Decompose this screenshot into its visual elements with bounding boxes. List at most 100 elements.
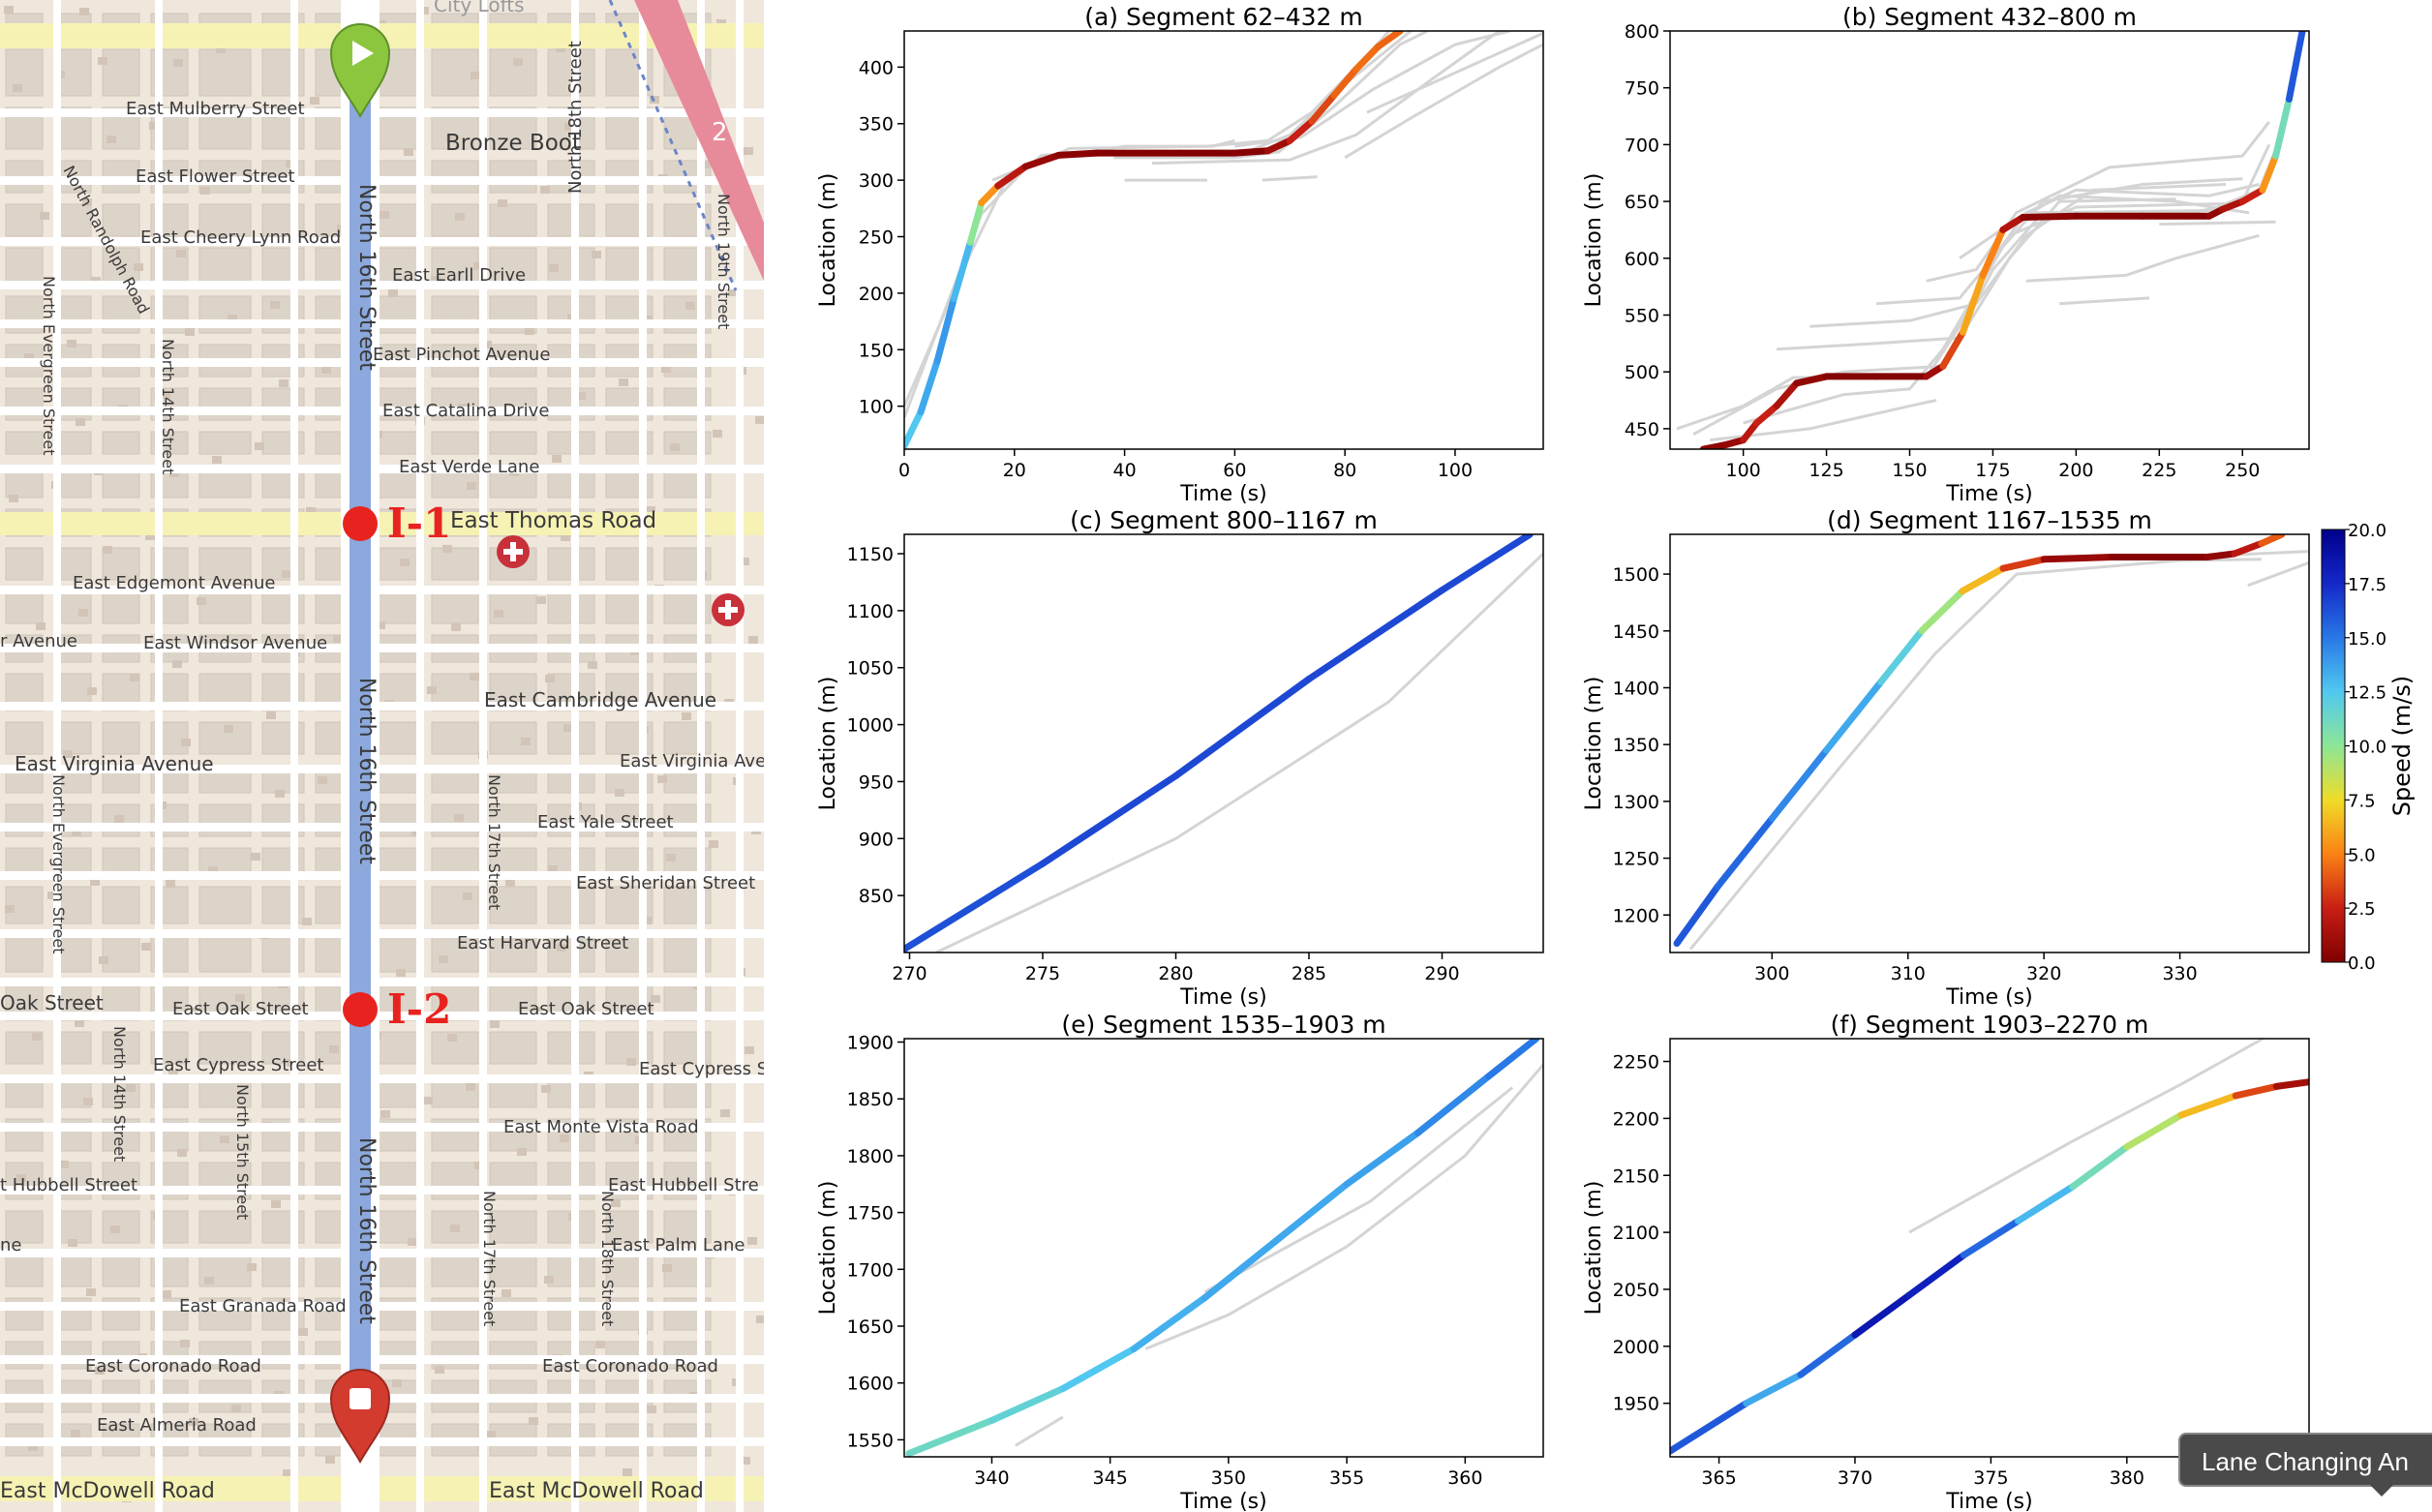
minor-street [416,0,424,1512]
end-marker-icon[interactable] [329,1369,391,1465]
x-tick-label: 300 [1754,963,1789,984]
street-label-vertical: North 16th Street [354,184,379,371]
x-tick-label: 100 [1438,460,1473,481]
street-map[interactable]: 2 City Lofts East Mulberry Street Bronze Bo… [0,0,764,1512]
building [200,187,210,195]
intersection-marker-1[interactable]: I-1 [343,499,451,547]
building [592,251,601,258]
trajectory-segment [1773,379,1801,409]
trajectory-segment [1939,328,1966,370]
street-label: r Avenue [0,631,77,651]
city-block [373,1210,421,1244]
minor-street [0,281,764,289]
building [451,623,461,631]
subplot-d: 300 310 320 330 1200 1250 1300 1350 1400 1450 1500… [1582,506,2310,1010]
background-trajectory [1908,1039,2265,1234]
trajectory-segment [1743,1371,1805,1407]
building [275,790,285,798]
plot-frame [903,533,1544,953]
trajectory-segment [2258,534,2286,547]
background-trajectory [935,552,1543,953]
trajectory-segment [2019,212,2080,221]
street-label-vertical: North 19th Street [714,194,733,329]
building [720,1109,730,1117]
city-block [102,590,140,624]
y-tick-label: 600 [1625,249,1659,270]
building [72,829,81,836]
building [466,1083,475,1091]
plot-frame [1669,533,2310,953]
y-tick-label: 550 [1625,305,1659,326]
city-block [431,1254,479,1287]
street-label: East Pinchot Avenue [373,345,550,365]
y-tick-label: 750 [1625,78,1659,100]
x-tick-label: 380 [2110,1467,2144,1489]
x-tick-label: 20 [1003,460,1026,481]
colorbar: 20.0 17.5 15.0 12.5 10.0 7.5 5.0 2.5 0.0 Speed (m… [2321,521,2416,974]
building [266,711,276,719]
city-block [198,1210,252,1244]
trajectory-segment [1414,1073,1493,1136]
building [525,327,534,335]
building [400,559,410,566]
building [455,213,465,221]
background-trajectory [1144,1064,1543,1350]
building [149,122,159,130]
building [75,1019,84,1027]
building [255,442,264,450]
building [251,853,260,861]
plot-frame [1669,1038,2310,1458]
building [302,918,312,925]
trajectory-segment [1305,587,1445,682]
intersection-label: I-2 [387,985,451,1033]
chart-title: (d) Segment 1167–1535 m [1827,506,2152,534]
building [442,545,452,553]
subplot-a: 0 20 40 60 80 100 100 150 200 250 300 350 400 (a) Seg… [816,3,1544,506]
start-marker-icon[interactable] [329,23,391,119]
route-line[interactable] [350,58,371,1423]
city-block [431,847,479,876]
y-tick-label: 700 [1625,135,1659,156]
minor-street [0,319,764,328]
x-tick-label: 225 [2142,460,2176,481]
building [40,212,49,220]
building [63,750,73,758]
building [470,673,479,680]
building [99,956,108,964]
city-block [5,803,44,837]
building [447,1034,457,1042]
y-tick-label: 400 [859,57,894,78]
building [13,84,22,92]
trajectory-segment [1740,419,1760,444]
colorbar-tick-label: 7.5 [2348,791,2376,811]
y-tick-label: 1100 [847,601,894,622]
background-trajectory [1366,31,1543,114]
street-label-vertical: North 17th Street [485,774,503,910]
minor-street [0,1249,764,1257]
building [271,1200,281,1208]
city-block [431,590,479,624]
trajectory-segment [1343,1129,1421,1188]
building [78,609,88,617]
building [701,161,711,168]
colorbar-tick-label: 0.0 [2348,953,2376,974]
building [513,58,523,66]
y-tick-label: 1900 [847,1033,894,1054]
building [177,1149,187,1157]
road-mcdowell [0,1476,764,1501]
trajectory-segment [905,1416,995,1457]
trajectory-plots: 0 20 40 60 80 100 100 150 200 250 300 350 400 (a) Seg… [764,0,2432,1512]
intersection-marker-2[interactable]: I-2 [343,985,451,1033]
street-label: East Earll Drive [392,265,526,286]
city-block [102,934,140,973]
building [71,1430,80,1437]
colorbar-tick-label: 15.0 [2348,629,2386,650]
x-tick-label: 175 [1975,460,2010,481]
chart-title: (f) Segment 1903–2270 m [1831,1011,2149,1039]
trajectory-segment [1959,564,2007,595]
city-block [198,934,252,973]
building [490,1020,500,1028]
city-block [489,431,537,455]
minor-street [0,1437,764,1446]
map-canvas: 2 City Lofts East Mulberry Street Bronze Bo… [0,0,764,1512]
